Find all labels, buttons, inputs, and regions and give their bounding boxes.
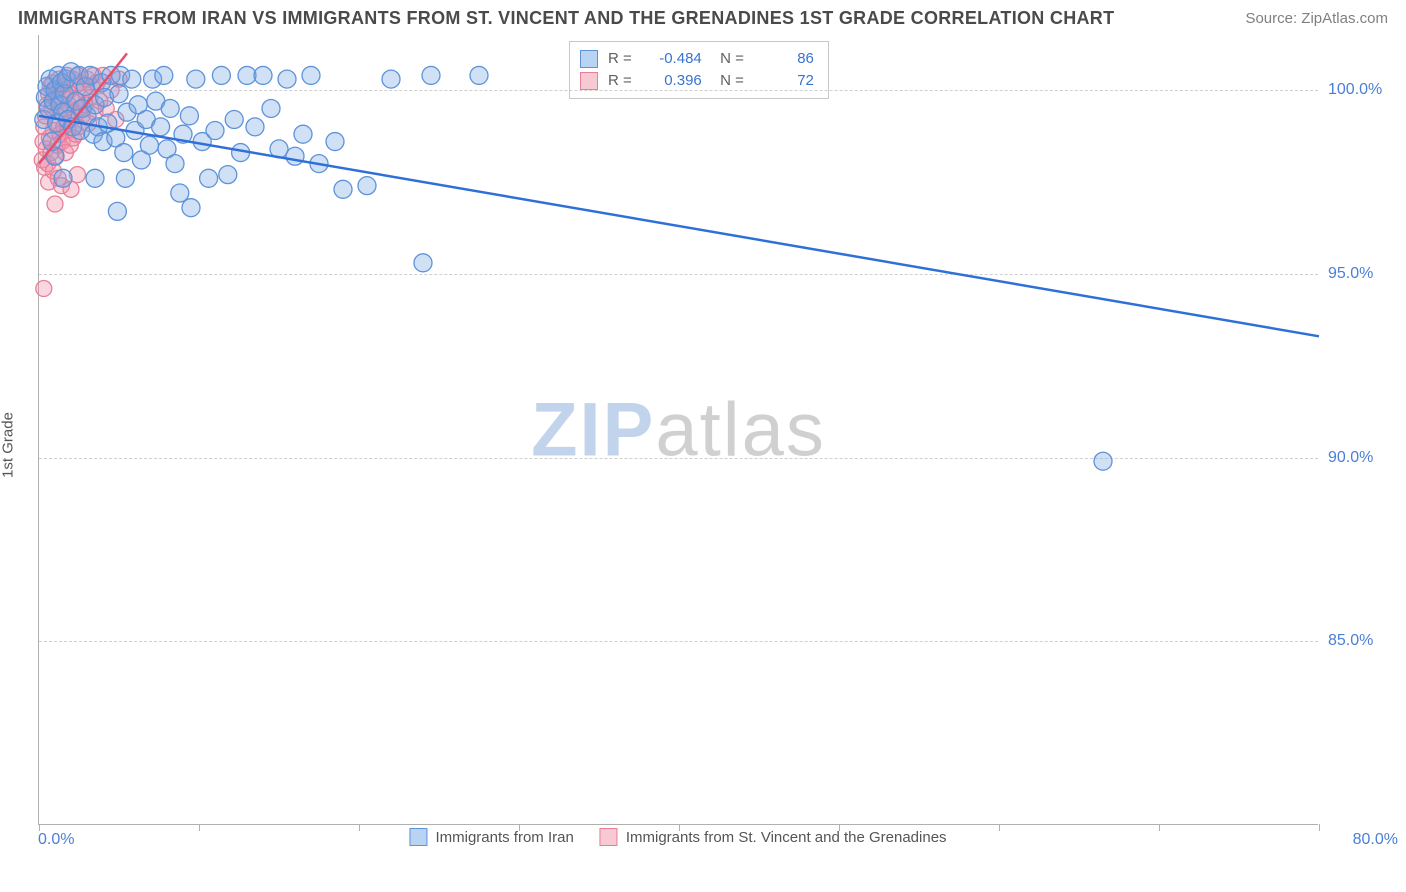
x-tick: [1319, 824, 1320, 831]
data-point: [358, 177, 376, 195]
y-axis-title: 1st Grade: [0, 412, 17, 478]
data-point: [155, 66, 173, 84]
data-point: [140, 136, 158, 154]
x-axis: 0.0% Immigrants from Iran Immigrants fro…: [38, 825, 1318, 855]
data-point: [334, 180, 352, 198]
data-point: [116, 169, 134, 187]
data-point: [115, 144, 133, 162]
chart-title: IMMIGRANTS FROM IRAN VS IMMIGRANTS FROM …: [18, 8, 1114, 29]
data-point: [86, 169, 104, 187]
data-point: [152, 118, 170, 136]
data-point: [123, 70, 141, 88]
data-point: [182, 199, 200, 217]
data-point: [187, 70, 205, 88]
legend-item-iran: Immigrants from Iran: [409, 828, 573, 846]
x-min-label: 0.0%: [38, 831, 74, 849]
data-point: [294, 125, 312, 143]
plot-area: ZIPatlas R = -0.484 N = 86 R = 0.396 N =…: [38, 35, 1318, 825]
y-tick-label: 100.0%: [1328, 81, 1398, 99]
data-point: [225, 111, 243, 129]
scatter-svg: [39, 35, 1319, 825]
data-point: [212, 66, 230, 84]
data-point: [246, 118, 264, 136]
data-point: [382, 70, 400, 88]
y-tick-label: 90.0%: [1328, 449, 1398, 467]
data-point: [108, 202, 126, 220]
data-point: [326, 133, 344, 151]
series-legend: Immigrants from Iran Immigrants from St.…: [409, 828, 946, 846]
legend-label-iran: Immigrants from Iran: [435, 829, 573, 846]
data-point: [1094, 452, 1112, 470]
chart-container: 1st Grade ZIPatlas R = -0.484 N = 86 R =…: [18, 35, 1388, 855]
data-point: [262, 99, 280, 117]
data-point: [302, 66, 320, 84]
source-attribution: Source: ZipAtlas.com: [1245, 10, 1388, 27]
data-point: [238, 66, 256, 84]
y-tick-label: 95.0%: [1328, 265, 1398, 283]
x-max-label: 80.0%: [1353, 831, 1398, 849]
data-point: [47, 196, 63, 212]
data-point: [470, 66, 488, 84]
swatch-iran-icon: [409, 828, 427, 846]
data-point: [171, 184, 189, 202]
legend-label-svg: Immigrants from St. Vincent and the Gren…: [626, 829, 947, 846]
trend-line: [39, 116, 1319, 336]
data-point: [278, 70, 296, 88]
data-point: [206, 122, 224, 140]
legend-item-svg: Immigrants from St. Vincent and the Gren…: [600, 828, 947, 846]
data-point: [180, 107, 198, 125]
y-tick-label: 85.0%: [1328, 632, 1398, 650]
data-point: [110, 85, 128, 103]
data-point: [166, 155, 184, 173]
data-point: [286, 147, 304, 165]
data-point: [54, 169, 72, 187]
data-point: [422, 66, 440, 84]
data-point: [36, 281, 52, 297]
data-point: [219, 166, 237, 184]
data-point: [254, 66, 272, 84]
data-point: [414, 254, 432, 272]
data-point: [200, 169, 218, 187]
data-point: [161, 99, 179, 117]
swatch-svg-icon: [600, 828, 618, 846]
